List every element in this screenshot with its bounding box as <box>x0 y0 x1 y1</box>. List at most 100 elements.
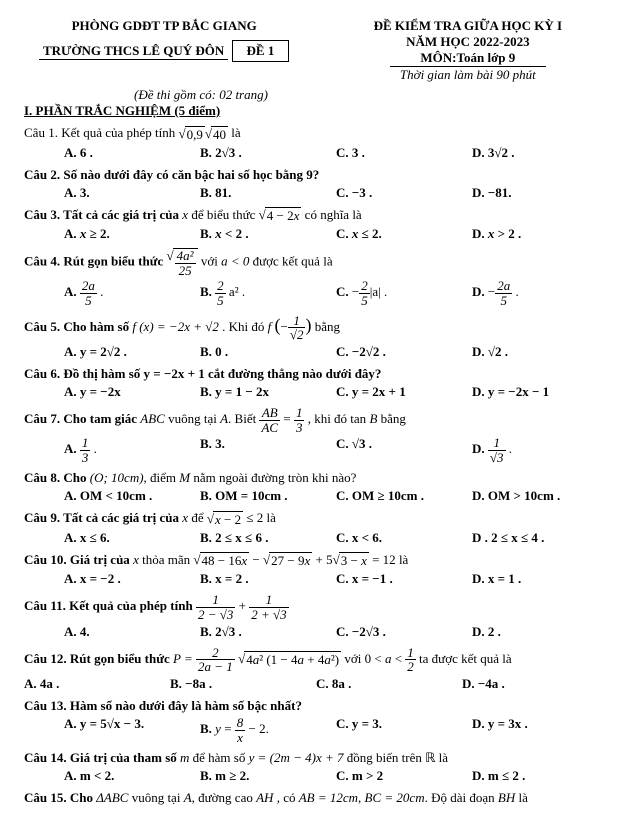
q10-t1: Câu 10. Giá trị của <box>24 552 133 567</box>
question-15: Câu 15. Cho ΔABC vuông tại A, đường cao … <box>24 790 608 806</box>
q2-optB: B. 81. <box>200 185 336 201</box>
question-7: Câu 7. Cho tam giác ABC vuông tại A. Biế… <box>24 406 608 465</box>
q12-t1: Câu 12. Rút gọn biểu thức <box>24 651 173 666</box>
q13-text: Câu 13. Hàm số nào dưới đây là hàm số bậ… <box>24 698 302 713</box>
q6-optC: C. y = 2x + 1 <box>336 384 472 400</box>
question-9: Câu 9. Tất cả các giá trị của x để x − 2… <box>24 510 608 546</box>
exam-code-box: ĐỀ 1 <box>232 40 290 62</box>
header: PHÒNG GDĐT TP BẮC GIANG TRƯỜNG THCS LÊ Q… <box>24 18 608 83</box>
q5-t1: Câu 5. Cho hàm số <box>24 319 132 334</box>
q2-text: Câu 2. Số nào dưới đây có căn bậc hai số… <box>24 167 319 182</box>
question-13: Câu 13. Hàm số nào dưới đây là hàm số bậ… <box>24 698 608 744</box>
q12-optA: A. 4a . <box>24 676 170 692</box>
duration: Thời gian làm bài 90 phút <box>390 66 546 83</box>
header-right: ĐỀ KIỂM TRA GIỮA HỌC KỲ I NĂM HỌC 2022-2… <box>328 18 608 83</box>
section-title: I. PHẦN TRẮC NGHIỆM (5 điểm) <box>24 103 608 119</box>
q13-optD: D. y = 3x . <box>472 716 608 744</box>
q4-optA: A. 2a5 . <box>24 279 200 307</box>
q5-optB: B. 0 . <box>200 344 336 360</box>
q12-optD: D. −4a . <box>462 676 608 692</box>
q13-optA: A. y = 5√x − 3. <box>24 716 200 744</box>
q7-t1: Câu 7. Cho tam giác <box>24 411 140 426</box>
q3-t1: Câu 3. Tất cả các giá trị của <box>24 207 182 222</box>
q11-optC: C. −2√3 . <box>336 624 472 640</box>
q5-optC: C. −2√2 . <box>336 344 472 360</box>
q14-optB: B. m ≥ 2. <box>200 768 336 784</box>
q15-t1: Câu 15. Cho <box>24 790 96 805</box>
q5-optA: A. y = 2√2 . <box>24 344 200 360</box>
q5-optD: D. √2 . <box>472 344 608 360</box>
q13-optB: B. y = 8x − 2. <box>200 716 336 744</box>
q8-optB: B. OM = 10cm . <box>200 488 336 504</box>
q12-optC: C. 8a . <box>316 676 462 692</box>
sqrt-expr: 4 − 2x <box>259 207 302 224</box>
q9-optB: B. 2 ≤ x ≤ 6 . <box>200 530 336 546</box>
q2-optC: C. −3 . <box>336 185 472 201</box>
subject: MÔN:Toán lớp 9 <box>328 50 608 66</box>
question-8: Câu 8. Cho (O; 10cm), điểm M nằm ngoài đ… <box>24 470 608 504</box>
q7-optA: A. 13 . <box>24 436 200 464</box>
q11-optA: A. 4. <box>24 624 200 640</box>
q12-optB: B. −8a . <box>170 676 316 692</box>
q14-t1: Câu 14. Giá trị của tham số <box>24 750 180 765</box>
header-left: PHÒNG GDĐT TP BẮC GIANG TRƯỜNG THCS LÊ Q… <box>24 18 304 83</box>
q3-optC: C. x ≤ 2. <box>336 226 472 242</box>
q13-optC: C. y = 3. <box>336 716 472 744</box>
question-1: Câu 1. Kết quả của phép tính 0,940 là A.… <box>24 125 608 161</box>
q7-optD: D. 1√3 . <box>472 436 608 464</box>
page-note: (Đề thi gồm có: 02 trang) <box>134 87 608 103</box>
question-12: Câu 12. Rút gọn biểu thức P = 22a − 1 4a… <box>24 646 608 692</box>
q6-text: Câu 6. Đồ thị hàm số y = −2x + 1 cắt đườ… <box>24 366 381 381</box>
q4-t1: Câu 4. Rút gọn biểu thức <box>24 254 167 269</box>
q1-optA: A. 6 . <box>24 145 200 161</box>
q10-optC: C. x = −1 . <box>336 571 472 587</box>
q4-optD: D. −2a5 . <box>472 279 608 307</box>
sqrt-expr: 4a²25 <box>167 248 198 277</box>
q1-optC: C. 3 . <box>336 145 472 161</box>
question-11: Câu 11. Kết quả của phép tính 12 − √3 + … <box>24 593 608 639</box>
q1-text: Câu 1. Kết quả của phép tính <box>24 125 179 140</box>
q8-optA: A. OM < 10cm . <box>24 488 200 504</box>
q14-optD: D. m ≤ 2 . <box>472 768 608 784</box>
q10-optD: D. x = 1 . <box>472 571 608 587</box>
sqrt-expr: 40 <box>205 126 228 143</box>
question-3: Câu 3. Tất cả các giá trị của x để biểu … <box>24 207 608 243</box>
question-14: Câu 14. Giá trị của tham số m để hàm số … <box>24 750 608 784</box>
q2-optA: A. 3. <box>24 185 200 201</box>
sqrt-expr: 0,9 <box>179 126 205 143</box>
question-5: Câu 5. Cho hàm số f (x) = −2x + √2 . Khi… <box>24 314 608 360</box>
q10-optA: A. x = −2 . <box>24 571 200 587</box>
q9-t1: Câu 9. Tất cả các giá trị của <box>24 510 182 525</box>
q8-t1: Câu 8. Cho <box>24 470 90 485</box>
sqrt-expr: x − 2 <box>207 511 243 528</box>
exam-title: ĐỀ KIỂM TRA GIỮA HỌC KỲ I <box>328 18 608 34</box>
question-6: Câu 6. Đồ thị hàm số y = −2x + 1 cắt đườ… <box>24 366 608 400</box>
q7-optB: B. 3. <box>200 436 336 464</box>
q11-optD: D. 2 . <box>472 624 608 640</box>
q8-optD: D. OM > 10cm . <box>472 488 608 504</box>
question-4: Câu 4. Rút gọn biểu thức 4a²25 với a < 0… <box>24 248 608 308</box>
q1-tail: là <box>231 125 240 140</box>
q7-optC: C. √3 . <box>336 436 472 464</box>
q3-optB: B. x < 2 . <box>200 226 336 242</box>
sqrt-expr: 48 − 16x <box>193 552 249 569</box>
q4-optC: C. −25|a| . <box>336 279 472 307</box>
q4-optB: B. 25 a² . <box>200 279 336 307</box>
q1-optD: D. 3√2 . <box>472 145 608 161</box>
q9-optD: D . 2 ≤ x ≤ 4 . <box>472 530 608 546</box>
q10-optB: B. x = 2 . <box>200 571 336 587</box>
q14-optA: A. m < 2. <box>24 768 200 784</box>
q8-optC: C. OM ≥ 10cm . <box>336 488 472 504</box>
q11-optB: B. 2√3 . <box>200 624 336 640</box>
q9-optC: C. x < 6. <box>336 530 472 546</box>
q6-optB: B. y = 1 − 2x <box>200 384 336 400</box>
q6-optA: A. y = −2x <box>24 384 200 400</box>
dept-line: PHÒNG GDĐT TP BẮC GIANG <box>24 18 304 34</box>
q3-optA: A. x ≥ 2. <box>24 226 200 242</box>
q1-optB: B. 2√3 . <box>200 145 336 161</box>
q3-optD: D. x > 2 . <box>472 226 608 242</box>
school-line: TRƯỜNG THCS LÊ QUÝ ĐÔN <box>39 43 228 60</box>
q6-optD: D. y = −2x − 1 <box>472 384 608 400</box>
question-2: Câu 2. Số nào dưới đây có căn bậc hai số… <box>24 167 608 201</box>
q14-optC: C. m > 2 <box>336 768 472 784</box>
